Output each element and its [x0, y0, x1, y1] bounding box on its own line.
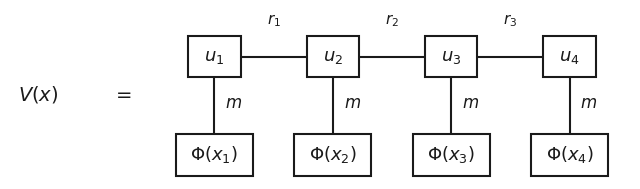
Text: $\Phi(x_1)$: $\Phi(x_1)$: [191, 144, 238, 166]
Text: $u_3$: $u_3$: [441, 48, 461, 66]
Text: $=$: $=$: [111, 85, 132, 104]
FancyBboxPatch shape: [294, 134, 371, 176]
FancyBboxPatch shape: [531, 134, 608, 176]
Text: $\Phi(x_4)$: $\Phi(x_4)$: [546, 144, 593, 166]
Text: $m$: $m$: [580, 94, 598, 112]
FancyBboxPatch shape: [307, 36, 359, 77]
FancyBboxPatch shape: [543, 36, 596, 77]
Text: $m$: $m$: [462, 94, 479, 112]
Text: $m$: $m$: [344, 94, 361, 112]
FancyBboxPatch shape: [176, 134, 253, 176]
Text: $u_1$: $u_1$: [204, 48, 225, 66]
FancyBboxPatch shape: [188, 36, 241, 77]
Text: $r_2$: $r_2$: [385, 13, 399, 29]
Text: $u_2$: $u_2$: [323, 48, 343, 66]
Text: $\Phi(x_2)$: $\Phi(x_2)$: [309, 144, 356, 166]
Text: $V(x)$: $V(x)$: [18, 84, 59, 105]
Text: $m$: $m$: [225, 94, 243, 112]
Text: $\Phi(x_3)$: $\Phi(x_3)$: [428, 144, 475, 166]
Text: $r_1$: $r_1$: [267, 13, 280, 29]
FancyBboxPatch shape: [425, 36, 477, 77]
Text: $r_3$: $r_3$: [503, 13, 518, 29]
Text: $u_4$: $u_4$: [559, 48, 580, 66]
FancyBboxPatch shape: [413, 134, 490, 176]
